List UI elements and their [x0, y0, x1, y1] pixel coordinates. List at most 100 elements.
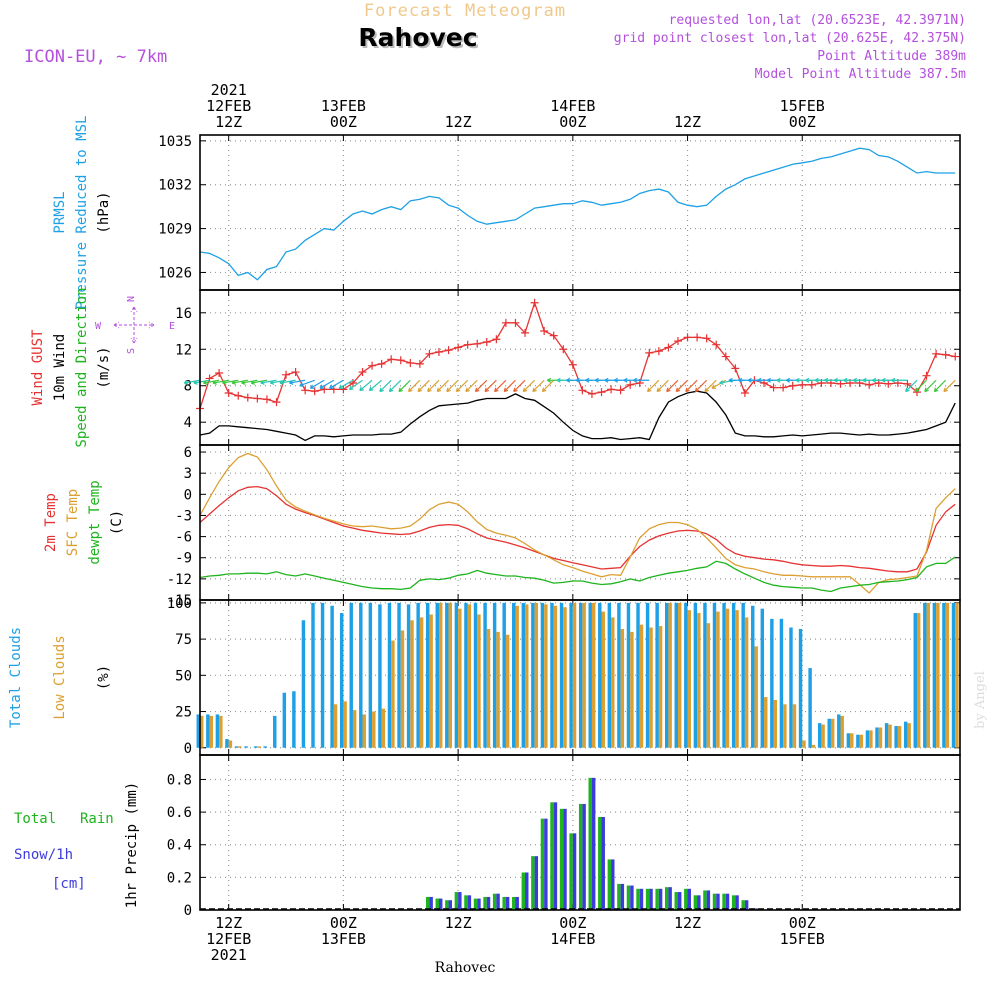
y-tick-label: 0.2	[167, 870, 192, 886]
precip-bar	[649, 888, 653, 910]
wind-arrow	[309, 379, 325, 389]
wind-arrow	[417, 379, 430, 393]
wind-arrow	[202, 379, 220, 385]
gust-marker	[215, 368, 224, 377]
wind-arrow	[503, 379, 516, 393]
clouds-bar	[445, 602, 449, 748]
clouds-bar	[563, 607, 567, 748]
wind-arrow	[446, 379, 459, 393]
clouds-bar	[735, 610, 739, 748]
clouds-bar	[525, 604, 529, 748]
precip-bar	[540, 818, 545, 910]
clouds-bar	[588, 602, 592, 748]
clouds-bar	[664, 602, 669, 748]
wind-arrow	[494, 379, 507, 393]
clouds-bar	[372, 711, 376, 748]
footer-location: Rahovec	[435, 960, 496, 976]
clouds-bar	[716, 611, 720, 748]
precip-bar	[438, 898, 443, 910]
wind-series-line	[199, 300, 956, 409]
wind-arrow	[465, 379, 478, 393]
clouds-bar	[534, 602, 539, 748]
clouds-bar	[630, 631, 634, 748]
gust-marker	[406, 358, 415, 367]
clouds-bar	[677, 602, 682, 748]
clouds-bar	[903, 721, 908, 748]
gust-marker	[272, 398, 281, 407]
precip-bar	[617, 883, 621, 910]
y-tick-label: 6	[184, 445, 192, 461]
gust-marker	[903, 379, 912, 388]
clouds-bar	[257, 746, 261, 748]
gust-marker	[712, 340, 721, 349]
precip-bar	[744, 900, 749, 910]
clouds-bar	[916, 613, 921, 748]
y-tick-label: 25	[175, 705, 192, 721]
precip-bar	[639, 888, 644, 910]
precip-bar	[505, 896, 510, 910]
precip-bar	[658, 888, 663, 910]
gust-marker	[673, 337, 682, 346]
precip-bar	[630, 885, 634, 910]
gust-marker	[683, 333, 692, 342]
clouds-bar	[894, 726, 898, 748]
gust-marker	[693, 333, 702, 342]
y-tick-label: 0	[184, 903, 192, 919]
clouds-bar	[620, 628, 625, 748]
clouds-bar	[559, 602, 564, 748]
precip-bar	[664, 887, 669, 910]
gust-marker	[865, 380, 874, 389]
credit-watermark: by Angel	[973, 671, 988, 729]
gust-marker	[798, 380, 807, 389]
wind-arrow	[943, 379, 956, 393]
clouds-bar	[438, 602, 443, 748]
gust-marker	[779, 383, 788, 392]
clouds-bar	[387, 602, 392, 748]
y-tick-label: 50	[175, 668, 192, 684]
bottom-time-label: 12FEB	[206, 930, 251, 948]
precip-bar	[668, 887, 672, 910]
clouds-bar	[531, 602, 535, 748]
wind-arrow	[299, 379, 315, 387]
compass-n: N	[126, 296, 137, 302]
precip-bar	[563, 808, 567, 910]
precip-bar	[731, 895, 736, 910]
clouds-bar	[859, 734, 864, 748]
clouds-bar	[722, 602, 726, 748]
clouds-bar	[741, 602, 745, 748]
clouds-bar	[572, 602, 577, 748]
clouds-bar	[435, 602, 439, 748]
clouds-bar	[658, 626, 663, 748]
gust-marker	[368, 361, 377, 370]
precip-bar	[473, 898, 478, 910]
clouds-bar	[397, 602, 401, 748]
clouds-bar	[846, 733, 851, 748]
precip-bar	[531, 856, 535, 910]
location-title: Rahovec	[358, 23, 477, 52]
clouds-bar	[674, 602, 678, 748]
gust-marker	[320, 385, 329, 394]
gust-marker	[721, 352, 730, 361]
model-label: ICON-EU, ~ 7km	[24, 47, 167, 67]
gust-marker	[482, 337, 491, 346]
wind-arrow	[348, 379, 363, 391]
precip-label: [cm]	[52, 876, 86, 892]
clouds-bar	[798, 628, 803, 748]
clouds-bar	[339, 613, 344, 748]
wind-arrow	[436, 379, 449, 393]
clouds-bar	[429, 614, 433, 748]
wind-arrow	[269, 379, 287, 385]
top-time-label: 12Z	[215, 113, 242, 131]
y-tick-label: 12	[175, 342, 192, 358]
wind-arrow	[260, 379, 277, 385]
clouds-bar	[343, 701, 347, 748]
precip-bar	[578, 803, 583, 910]
clouds-bar	[225, 739, 229, 748]
wind-arrow	[368, 379, 383, 392]
gust-marker	[415, 359, 424, 368]
wind-arrow	[685, 379, 698, 393]
bottom-time-label: 00Z	[559, 914, 586, 932]
y-tick-label: 100	[167, 596, 192, 612]
wind-arrow	[212, 379, 229, 385]
